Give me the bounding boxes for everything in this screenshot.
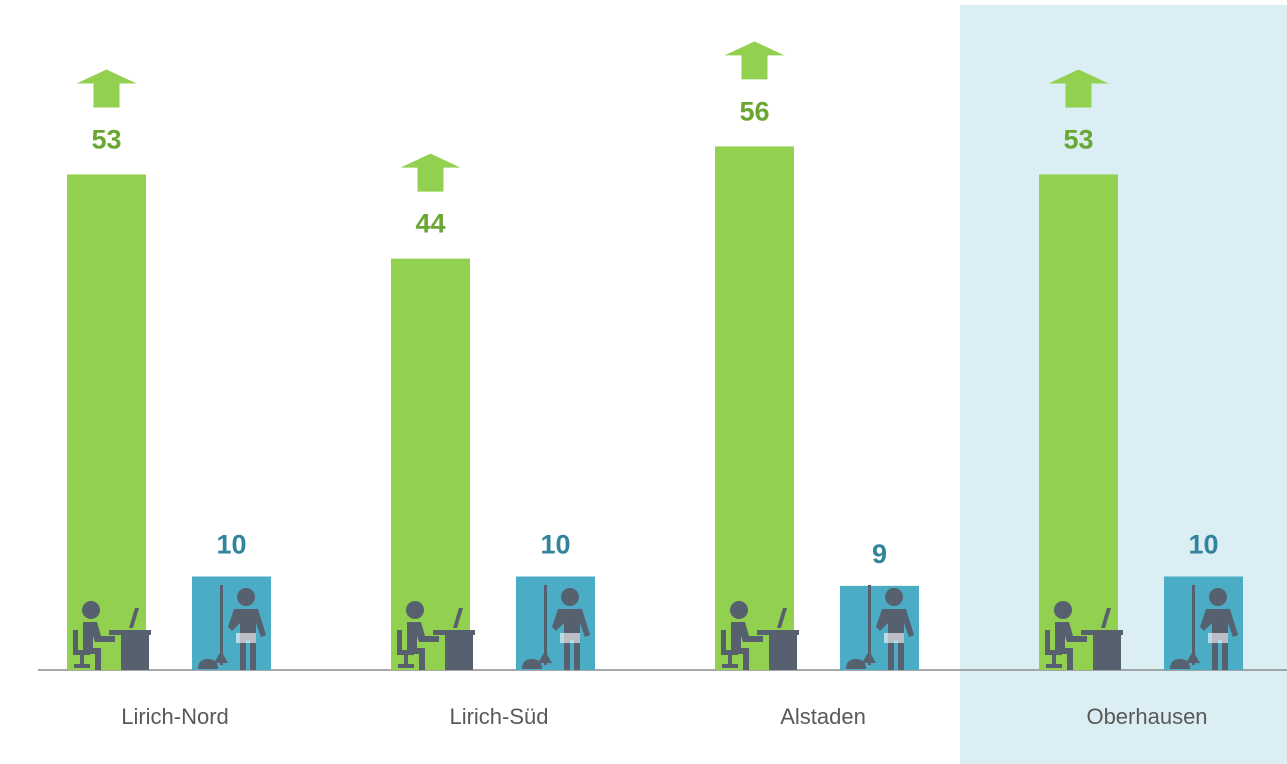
cleaner-icon [1170,585,1238,670]
value-label: 9 [872,539,887,569]
icon-mop-head [1186,651,1200,663]
icon-chair [73,630,90,668]
cleaner-icon [198,585,266,670]
icon-bucket [522,659,542,669]
bar [715,146,794,670]
up-arrow [1048,69,1109,108]
icon-body [407,622,439,670]
desk-worker-icon [73,601,151,670]
icon-chair [1045,630,1062,668]
icon-mop-stick [220,585,223,665]
category-label: Lirich-Süd [449,704,548,729]
icon-laptop [453,608,463,628]
icon-laptop [129,608,139,628]
icon-head [561,588,579,606]
value-label: 10 [540,530,570,560]
value-label: 56 [739,97,769,127]
value-label: 53 [91,125,121,155]
desk-worker-icon [397,601,475,670]
icon-mop-head [214,651,228,663]
value-label: 10 [1188,530,1218,560]
icon-desk-leg [445,635,473,670]
icon-body [731,622,763,670]
icon-head [1209,588,1227,606]
icon-body [83,622,115,670]
value-label: 44 [415,209,445,239]
desk-worker-icon [721,601,799,670]
icon-desk [109,630,151,635]
up-arrow [724,41,785,80]
icon-mop-stick [544,585,547,665]
category-label: Lirich-Nord [121,704,229,729]
icon-mop-stick [1192,585,1195,665]
category-label: Oberhausen [1086,704,1207,729]
icon-laptop [1101,608,1111,628]
icon-body [1055,622,1087,670]
bar [391,258,470,670]
bar [67,174,146,670]
icon-head [730,601,748,619]
icon-bucket [1170,659,1190,669]
icon-desk [1081,630,1123,635]
icon-mop-stick [868,585,871,665]
icon-head [406,601,424,619]
icon-apron [560,633,580,643]
icon-chair [721,630,738,668]
value-label: 10 [216,530,246,560]
icon-head [885,588,903,606]
bar [1039,174,1118,670]
icon-desk [757,630,799,635]
icon-apron [884,633,904,643]
cleaner-icon [522,585,590,670]
icon-chair [397,630,414,668]
value-label: 53 [1063,125,1093,155]
icon-apron [236,633,256,643]
cleaner-icon [846,585,914,670]
icon-head [1054,601,1072,619]
desk-worker-icon [1045,601,1123,670]
up-arrow [400,153,461,192]
icon-apron [1208,633,1228,643]
icon-desk-leg [1093,635,1121,670]
icon-mop-head [538,651,552,663]
icon-desk-leg [121,635,149,670]
icon-head [237,588,255,606]
icon-mop-head [862,651,876,663]
icon-desk-leg [769,635,797,670]
icon-bucket [846,659,866,669]
up-arrow [76,69,137,108]
icon-bucket [198,659,218,669]
icon-desk [433,630,475,635]
icon-head [82,601,100,619]
category-label: Alstaden [780,704,866,729]
icon-laptop [777,608,787,628]
